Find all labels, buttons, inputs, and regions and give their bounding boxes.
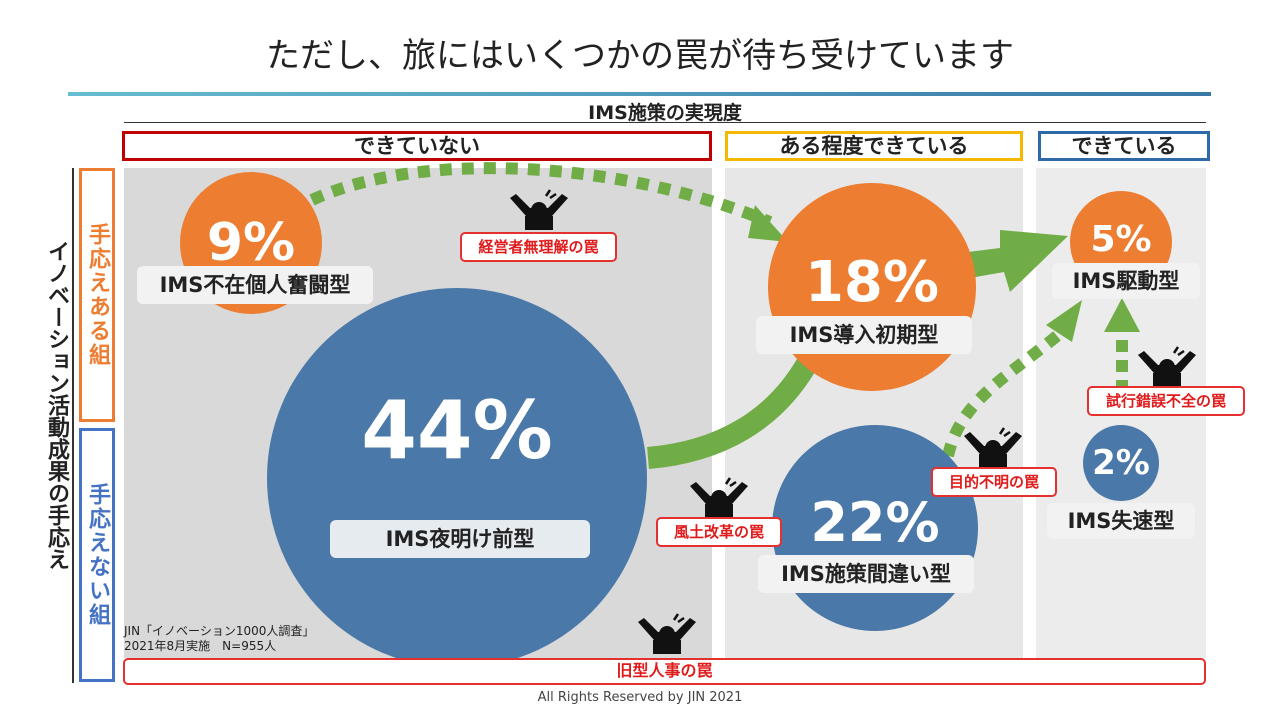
column-header-partly-done: ある程度できている: [725, 131, 1023, 161]
trap-culture-reform: 風土改革の罠: [656, 517, 782, 547]
label-ims-stalled: IMS失速型: [1047, 503, 1195, 539]
x-axis-title: IMS施策の実現度: [588, 102, 742, 124]
distressed-person-icon: [1138, 346, 1196, 387]
circle-44-percent: 44%: [267, 288, 647, 668]
source-line-2: 2021年8月実施 N=955人: [124, 639, 277, 653]
label-ims-driven: IMS駆動型: [1052, 263, 1200, 299]
distressed-person-icon: [964, 427, 1022, 468]
distressed-person-icon: [638, 613, 696, 654]
trap-management-misunderstanding: 経営者無理解の罠: [460, 232, 617, 262]
y-axis-rule: [72, 168, 74, 683]
copyright-footer: All Rights Reserved by JIN 2021: [537, 690, 743, 705]
arrow-44-to-18: [647, 356, 818, 469]
trap-old-hr-system: 旧型人事の罠: [123, 658, 1206, 685]
circle-18-percent: 18%: [768, 183, 976, 391]
label-ims-pre-dawn: IMS夜明け前型: [330, 520, 590, 558]
circle-2-percent: 2%: [1083, 425, 1159, 501]
label-ims-wrong-measures: IMS施策間違い型: [758, 555, 974, 593]
column-header-not-done: できていない: [122, 131, 712, 161]
title-divider: [68, 92, 1211, 96]
x-axis-rule: [124, 122, 1206, 123]
row-label-unresponsive: 手応えない組: [79, 428, 115, 682]
page-title: ただし、旅にはいくつかの罠が待ち受けています: [266, 36, 1014, 76]
column-header-done: できている: [1038, 131, 1210, 161]
row-label-responsive: 手応えある組: [79, 168, 115, 422]
arrow-18-to-5: [968, 230, 1068, 292]
trap-trial-and-error: 試行錯誤不全の罠: [1087, 386, 1245, 416]
arrow-head-9-to-18: [748, 205, 788, 242]
distressed-person-icon: [510, 189, 568, 230]
arrow-9-to-18: [309, 162, 773, 228]
source-note: JIN「イノベーション1000人調査」 2021年8月実施 N=955人: [124, 624, 314, 654]
arrow-head-22-to-5: [1046, 300, 1082, 342]
source-line-1: JIN「イノベーション1000人調査」: [124, 624, 315, 638]
distressed-person-icon: [690, 477, 748, 518]
circle-22-percent: 22%: [772, 425, 978, 631]
label-ims-absent-individual: IMS不在個人奮闘型: [137, 266, 373, 304]
arrow-head-2-to-5: [1104, 298, 1140, 332]
trap-unclear-purpose: 目的不明の罠: [931, 467, 1057, 497]
y-axis-title: イノベーション活動成果の手応え: [44, 240, 69, 570]
label-ims-early-adoption: IMS導入初期型: [756, 316, 972, 354]
